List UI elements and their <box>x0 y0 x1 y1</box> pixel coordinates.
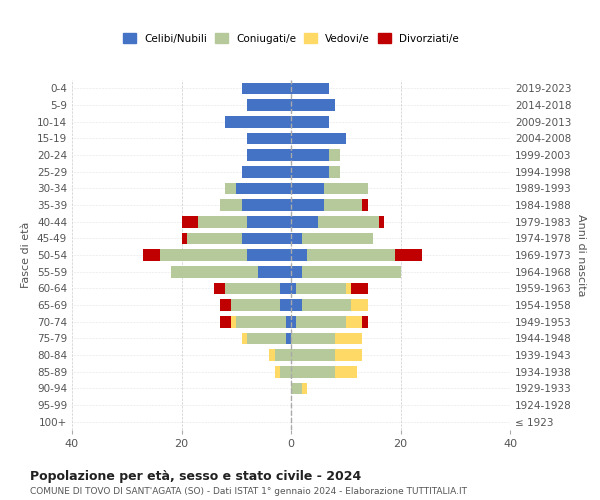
Bar <box>302 232 373 244</box>
Bar <box>291 282 296 294</box>
Bar <box>242 199 291 211</box>
Bar <box>395 249 422 261</box>
Bar <box>275 366 280 378</box>
Bar <box>319 216 379 228</box>
Bar <box>291 216 319 228</box>
Bar <box>247 149 291 161</box>
Bar <box>242 82 291 94</box>
Bar <box>296 316 346 328</box>
Bar <box>302 382 307 394</box>
Bar <box>329 166 340 177</box>
Bar <box>291 149 329 161</box>
Bar <box>280 282 291 294</box>
Bar <box>335 349 362 361</box>
Bar <box>242 232 291 244</box>
Bar <box>220 316 231 328</box>
Bar <box>182 232 187 244</box>
Text: Popolazione per età, sesso e stato civile - 2024: Popolazione per età, sesso e stato civil… <box>30 470 361 483</box>
Bar <box>280 299 291 311</box>
Y-axis label: Anni di nascita: Anni di nascita <box>575 214 586 296</box>
Bar <box>335 366 356 378</box>
Bar <box>231 299 280 311</box>
Bar <box>247 216 291 228</box>
Bar <box>291 382 302 394</box>
Bar <box>226 182 236 194</box>
Bar <box>291 99 335 111</box>
Bar <box>307 249 395 261</box>
Bar <box>286 332 291 344</box>
Bar <box>291 349 335 361</box>
Bar <box>269 349 275 361</box>
Bar <box>291 182 324 194</box>
Bar <box>214 282 226 294</box>
Bar <box>291 132 346 144</box>
Bar <box>226 282 280 294</box>
Bar <box>242 166 291 177</box>
Bar <box>231 316 236 328</box>
Bar <box>236 182 291 194</box>
Bar <box>286 316 291 328</box>
Bar <box>346 282 351 294</box>
Bar <box>324 199 362 211</box>
Bar <box>362 199 368 211</box>
Bar <box>198 216 247 228</box>
Bar <box>291 199 324 211</box>
Bar <box>291 316 296 328</box>
Bar <box>220 299 231 311</box>
Bar <box>351 282 368 294</box>
Bar <box>182 216 198 228</box>
Bar <box>291 332 335 344</box>
Bar <box>160 249 247 261</box>
Bar <box>379 216 384 228</box>
Bar <box>258 266 291 278</box>
Bar <box>275 349 291 361</box>
Bar <box>143 249 160 261</box>
Bar <box>280 366 291 378</box>
Bar <box>329 149 340 161</box>
Bar <box>170 266 258 278</box>
Bar <box>291 82 329 94</box>
Bar <box>226 116 291 128</box>
Bar <box>291 232 302 244</box>
Bar <box>247 132 291 144</box>
Bar <box>346 316 362 328</box>
Text: COMUNE DI TOVO DI SANT'AGATA (SO) - Dati ISTAT 1° gennaio 2024 - Elaborazione TU: COMUNE DI TOVO DI SANT'AGATA (SO) - Dati… <box>30 488 467 496</box>
Bar <box>335 332 362 344</box>
Bar <box>247 332 286 344</box>
Legend: Celibi/Nubili, Coniugati/e, Vedovi/e, Divorziati/e: Celibi/Nubili, Coniugati/e, Vedovi/e, Di… <box>119 29 463 48</box>
Bar <box>291 249 307 261</box>
Bar <box>302 299 351 311</box>
Bar <box>291 299 302 311</box>
Bar <box>242 332 247 344</box>
Bar <box>291 116 329 128</box>
Bar <box>291 166 329 177</box>
Bar <box>302 266 401 278</box>
Bar <box>247 249 291 261</box>
Bar <box>247 99 291 111</box>
Bar <box>296 282 346 294</box>
Bar <box>291 266 302 278</box>
Bar <box>236 316 286 328</box>
Bar <box>351 299 368 311</box>
Y-axis label: Fasce di età: Fasce di età <box>22 222 31 288</box>
Bar <box>291 366 335 378</box>
Bar <box>362 316 368 328</box>
Bar <box>324 182 368 194</box>
Bar <box>220 199 242 211</box>
Bar <box>187 232 242 244</box>
